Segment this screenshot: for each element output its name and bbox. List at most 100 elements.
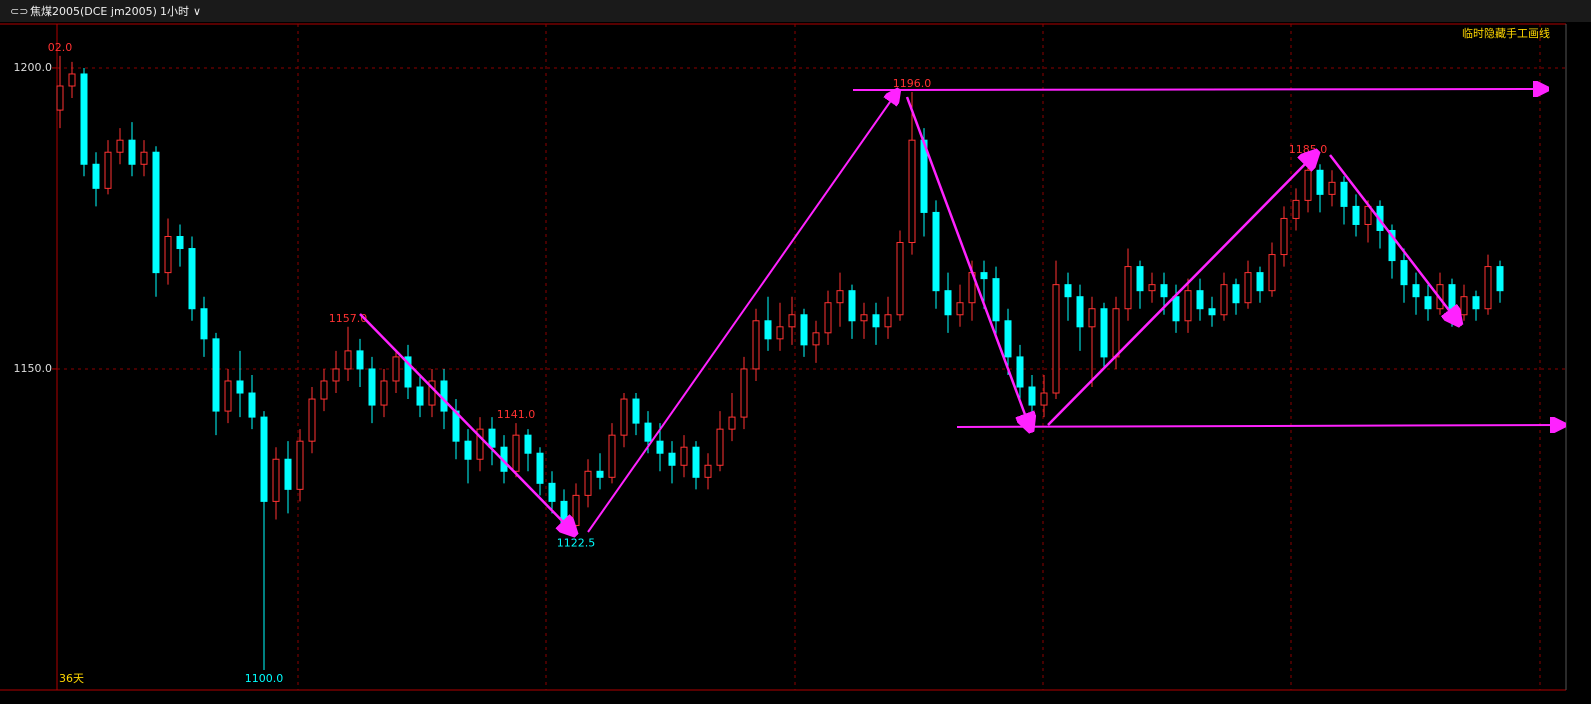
candle-body <box>1316 169 1324 195</box>
candle-body <box>1412 284 1420 298</box>
candle-body <box>884 314 892 328</box>
candle-body <box>260 416 268 502</box>
candle-body <box>92 163 100 189</box>
candle-body <box>1472 296 1480 310</box>
candle-body <box>764 320 772 340</box>
candle-body <box>176 236 184 250</box>
candle-body <box>296 440 304 490</box>
candle-body <box>956 302 964 316</box>
candle-body <box>788 314 796 328</box>
candle-body <box>596 470 604 478</box>
candle-body <box>752 320 760 370</box>
candle-body <box>392 356 400 382</box>
candle-body <box>944 290 952 316</box>
candle-body <box>56 85 64 111</box>
level-line <box>852 89 1545 90</box>
hide-drawings-button[interactable]: 临时隐藏手工画线 <box>1462 26 1550 40</box>
extreme-label: 1185.0 <box>1289 143 1328 156</box>
candle-body <box>620 398 628 436</box>
candle-body <box>836 290 844 304</box>
extreme-label: 1196.0 <box>893 77 932 90</box>
candle-body <box>1064 284 1072 298</box>
candle-body <box>1328 181 1336 195</box>
candle-body <box>776 326 784 340</box>
y-tick-label: 1200.0 <box>14 61 53 74</box>
candle-body <box>1268 254 1276 292</box>
candle-body <box>152 151 160 274</box>
candle-body <box>1028 386 1036 406</box>
candle-body <box>1148 284 1156 292</box>
candle-body <box>1460 296 1468 316</box>
trend-line <box>905 96 1030 428</box>
candle-body <box>980 272 988 280</box>
candle-body <box>1352 205 1360 225</box>
candle-body <box>812 332 820 346</box>
candle-body <box>704 464 712 478</box>
candle-body <box>668 452 676 466</box>
hand-drawn-lines <box>359 89 1562 532</box>
candle-body <box>1112 308 1120 358</box>
extreme-label: 1141.0 <box>497 408 536 421</box>
candle-body <box>800 314 808 346</box>
candle-body <box>1292 199 1300 219</box>
candle-body <box>908 139 916 244</box>
candle-body <box>68 73 76 87</box>
level-line <box>956 425 1562 427</box>
candle-body <box>644 422 652 442</box>
plot: 1150.0 1200.0 02.0 1196.0 1185.0 1100.0 1122.5… <box>14 41 1566 685</box>
candle-body <box>1388 229 1396 262</box>
candle-body <box>1340 181 1348 207</box>
candle-body <box>512 434 520 472</box>
candle-body <box>608 434 616 478</box>
candle-body <box>1184 290 1192 322</box>
candle-body <box>1496 266 1504 292</box>
vertical-grid <box>297 24 1541 690</box>
candle-body <box>212 338 220 412</box>
candle-body <box>332 368 340 382</box>
candle-body <box>524 434 532 454</box>
candle-body <box>224 380 232 412</box>
candle-body <box>692 446 700 478</box>
candle-body <box>116 139 124 153</box>
candle-body <box>344 350 352 370</box>
candle-body <box>404 356 412 388</box>
candle-body <box>440 380 448 412</box>
candle-body <box>428 380 436 406</box>
candle-body <box>656 440 664 454</box>
candle-body <box>284 458 292 490</box>
candle-body <box>1220 284 1228 316</box>
candle-body <box>1424 296 1432 310</box>
candle-body <box>200 308 208 340</box>
candle-body <box>104 151 112 189</box>
candle-body <box>932 211 940 292</box>
candle-body <box>1040 392 1048 406</box>
candle-body <box>1016 356 1024 388</box>
candle-body <box>236 380 244 394</box>
candle-body <box>680 446 688 466</box>
candle-body <box>848 290 856 322</box>
candle-body <box>1196 290 1204 310</box>
instrument-title: 焦煤2005(DCE jm2005) <box>30 5 157 18</box>
candle-body <box>860 314 868 322</box>
y-tick-label: 1150.0 <box>14 362 53 375</box>
candle-body <box>740 368 748 418</box>
title-bar <box>0 0 1591 22</box>
extreme-label: 1157.0 <box>329 312 368 325</box>
candle-body <box>1232 284 1240 304</box>
candle-body <box>1208 308 1216 316</box>
candle-body <box>380 380 388 406</box>
candle-body <box>128 139 136 165</box>
candle-body <box>584 470 592 496</box>
period-selector[interactable]: 1小时 <box>160 5 189 18</box>
candle-body <box>248 392 256 418</box>
candle-body <box>1400 260 1408 286</box>
extreme-label: 1122.5 <box>557 536 596 549</box>
candle-body <box>728 416 736 430</box>
candle-body <box>1004 320 1012 358</box>
period-arrow[interactable]: ∨ <box>193 5 201 18</box>
candle-body <box>716 428 724 466</box>
candle-body <box>1256 272 1264 292</box>
candle-body <box>1304 169 1312 201</box>
